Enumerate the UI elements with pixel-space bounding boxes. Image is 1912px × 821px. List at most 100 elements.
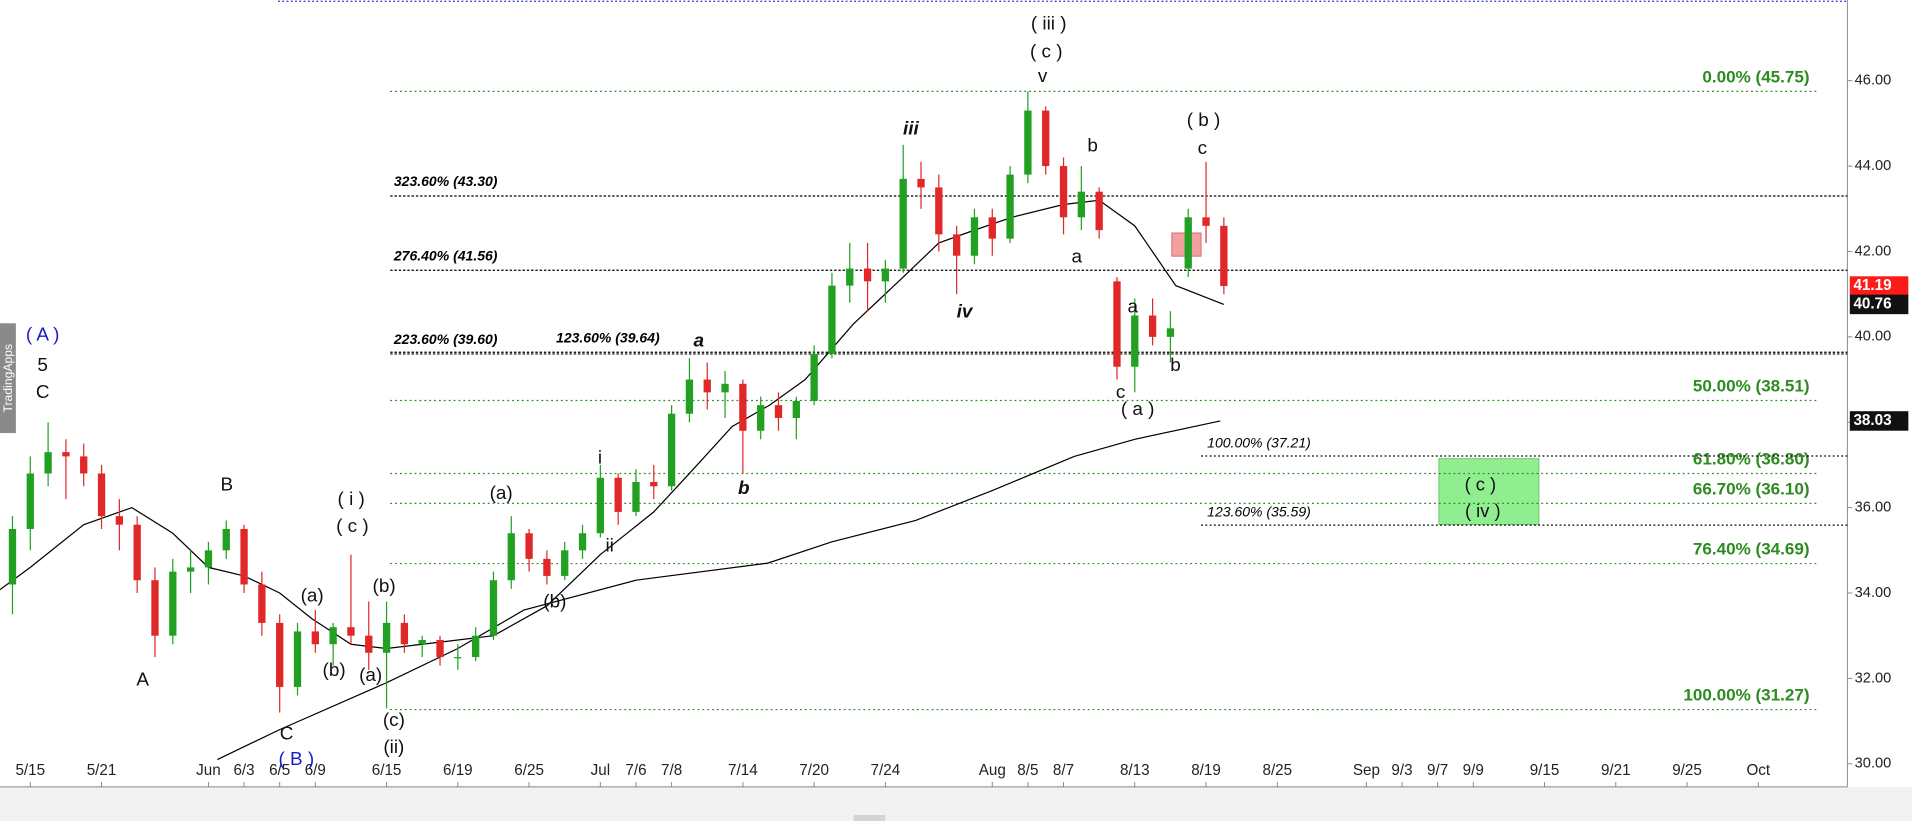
candle-body: [1006, 174, 1014, 239]
y-tick-label: 46.00: [1855, 73, 1892, 89]
fib-label: 100.00% (37.21): [1207, 434, 1311, 450]
wave-label: v: [1038, 66, 1048, 87]
candle-body: [436, 639, 444, 658]
wave-label: b: [1170, 355, 1181, 376]
candle-body: [471, 635, 480, 658]
candle-body: [311, 631, 319, 645]
wave-label: B: [221, 475, 234, 496]
x-tick-label: 6/5: [269, 762, 290, 779]
candle-body: [828, 285, 836, 354]
y-tick-label: 36.00: [1855, 499, 1892, 515]
candle-body: [1166, 328, 1175, 337]
y-tick-label: 44.00: [1855, 158, 1892, 174]
candle-body: [1220, 225, 1228, 287]
candle-body: [899, 178, 907, 269]
candle-body: [97, 473, 106, 517]
candle-body: [578, 533, 587, 551]
candle-body: [863, 268, 872, 282]
fib-label: 123.60% (35.59): [1207, 504, 1311, 520]
x-tick-label: 8/5: [1017, 762, 1038, 779]
wave-label: (b): [543, 592, 566, 613]
wave-label: c: [1198, 138, 1207, 159]
fib-label: 100.00% (31.27): [1683, 686, 1809, 705]
x-tick-label: 9/15: [1530, 762, 1560, 779]
x-tick-label: 9/25: [1672, 762, 1702, 779]
last-value-label: 38.03: [1853, 412, 1891, 429]
candle-body: [757, 405, 765, 431]
x-tick-label: Sep: [1353, 762, 1380, 779]
last-value-box: [1849, 411, 1909, 431]
x-tick-label: 7/6: [625, 762, 646, 779]
candle-body: [507, 533, 515, 581]
wave-label: a: [1128, 296, 1139, 317]
candle-body: [347, 627, 355, 636]
candle-body: [115, 516, 124, 525]
target-label: ( iv ): [1465, 500, 1501, 521]
x-tick-label: 9/3: [1391, 762, 1412, 779]
candle-body: [489, 580, 498, 636]
y-tick-label: 34.00: [1855, 585, 1892, 601]
candle-body: [1095, 191, 1103, 231]
candle-body: [26, 473, 34, 529]
wave-label: (a): [490, 483, 513, 504]
wave-label: (ii): [383, 737, 404, 758]
candle-body: [917, 178, 925, 188]
wave-label: ii: [605, 536, 613, 557]
last-value-box: [1849, 276, 1909, 296]
fib-label: 66.70% (36.10): [1693, 479, 1810, 498]
wave-label: a: [693, 331, 704, 352]
y-tick-label: 32.00: [1855, 670, 1892, 686]
x-tick-label: 7/8: [661, 762, 682, 779]
y-tick-label: 30.00: [1855, 756, 1892, 772]
x-tick-label: 8/13: [1120, 762, 1150, 779]
x-tick-label: Jun: [196, 762, 221, 779]
candle-body: [400, 622, 409, 645]
wave-label: ( c ): [336, 516, 369, 537]
x-tick-label: Oct: [1746, 762, 1770, 779]
candle-body: [935, 187, 943, 235]
wave-label: c: [1116, 382, 1125, 403]
candle-body: [792, 400, 800, 418]
candle-body: [774, 405, 783, 418]
candle-body: [1059, 166, 1068, 218]
wave-label: iii: [903, 118, 919, 139]
wave-label: ( b ): [1187, 110, 1221, 131]
x-tick-label: Aug: [979, 762, 1006, 779]
candle-body: [952, 234, 961, 256]
candle-body: [80, 456, 88, 474]
wave-label: ( c ): [1030, 41, 1063, 62]
wave-label: ( iii ): [1031, 13, 1067, 34]
candle-body: [561, 550, 569, 576]
wave-label: (a): [359, 665, 382, 686]
wave-label: ( i ): [338, 489, 365, 510]
wave-label: a: [1071, 246, 1082, 267]
x-tick-label: 6/19: [443, 762, 473, 779]
wave-label: ( B ): [278, 749, 314, 770]
x-tick-label: 6/25: [514, 762, 544, 779]
wave-label: A: [136, 670, 149, 691]
candle-body: [1113, 281, 1121, 367]
last-value-label: 40.76: [1853, 295, 1891, 312]
last-value-label: 41.19: [1853, 277, 1891, 294]
candle-body: [186, 567, 195, 572]
candle-body: [810, 353, 818, 401]
wave-label: (b): [373, 576, 396, 597]
candle-body: [685, 379, 694, 414]
candle-body: [1024, 110, 1032, 175]
candle-body: [596, 477, 605, 534]
fib-label: 323.60% (43.30): [394, 173, 498, 189]
x-tick-label: 6/9: [305, 762, 326, 779]
candle-body: [222, 528, 230, 551]
candle-body: [1148, 315, 1157, 337]
candle-body: [329, 627, 337, 645]
fib-label: 223.60% (39.60): [393, 331, 498, 347]
candle-body: [169, 571, 177, 636]
candle-body: [970, 217, 979, 256]
wave-label: iv: [957, 301, 974, 322]
fib-label: 123.60% (39.64): [556, 330, 660, 346]
candle-body: [151, 580, 159, 636]
fib-label: 76.40% (34.69): [1693, 540, 1810, 559]
candle-body: [1131, 315, 1139, 367]
